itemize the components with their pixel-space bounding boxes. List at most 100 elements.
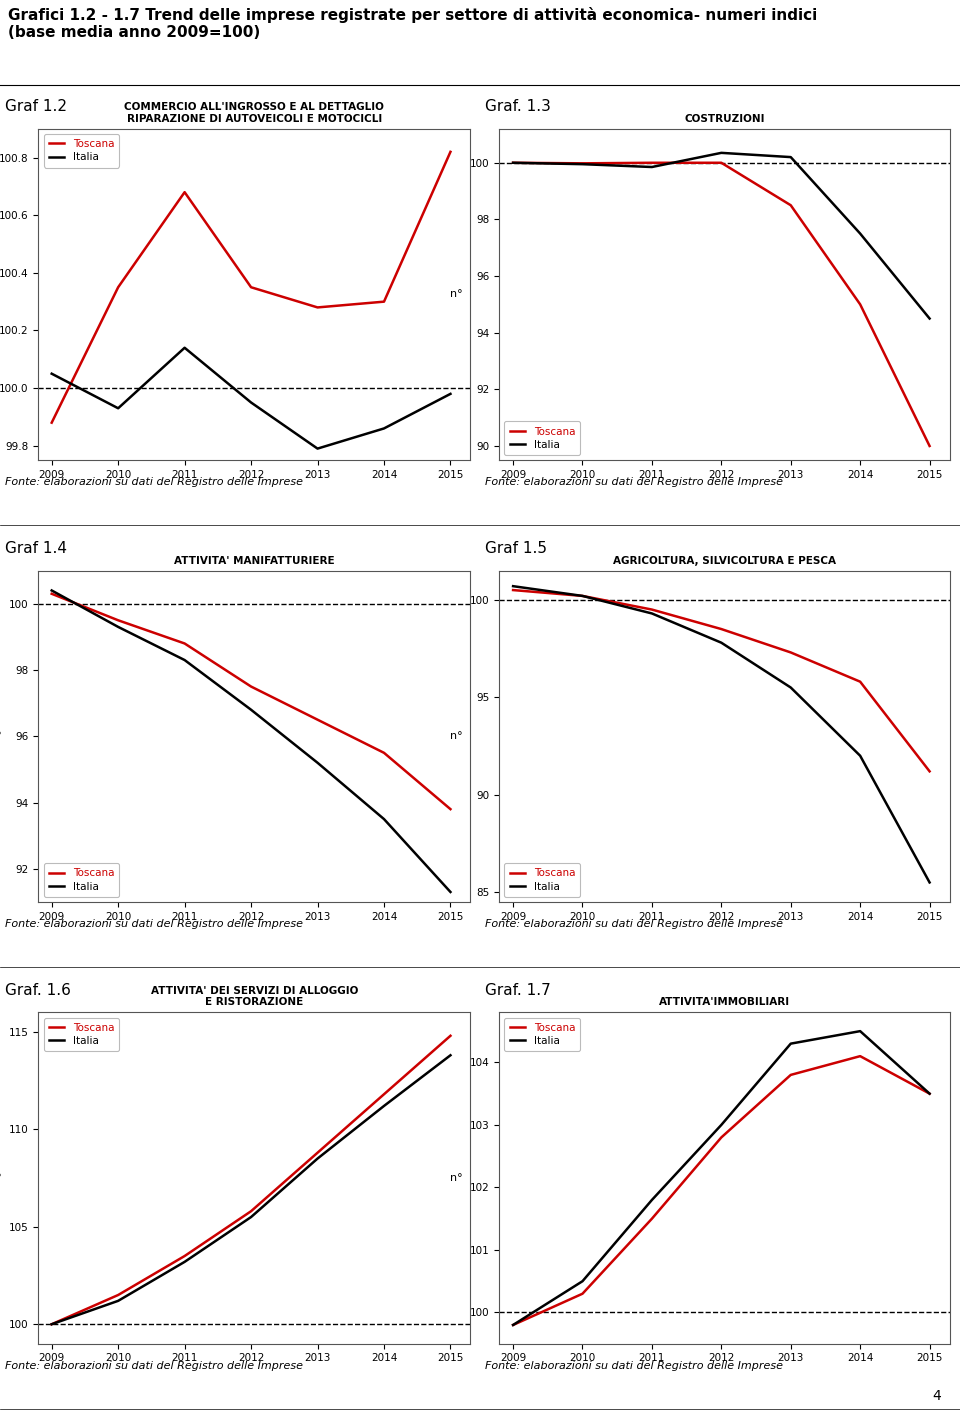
Italia bbox=[854, 226, 866, 243]
Italia bbox=[444, 1046, 456, 1063]
Y-axis label: n°: n° bbox=[449, 732, 463, 742]
Toscana bbox=[46, 415, 58, 431]
Italia bbox=[46, 1316, 58, 1332]
Toscana bbox=[854, 1048, 866, 1065]
Line: Italia: Italia bbox=[513, 152, 929, 319]
Text: 4: 4 bbox=[932, 1389, 941, 1403]
Toscana bbox=[854, 296, 866, 313]
Text: Graf. 1.7: Graf. 1.7 bbox=[485, 983, 550, 998]
Toscana bbox=[646, 1210, 658, 1227]
Italia bbox=[924, 310, 935, 327]
Text: Fonte: elaborazioni su dati del Registro delle Imprese: Fonte: elaborazioni su dati del Registro… bbox=[5, 919, 302, 929]
Toscana bbox=[378, 1086, 390, 1103]
Italia bbox=[179, 651, 190, 668]
Italia bbox=[715, 144, 727, 161]
Italia bbox=[46, 582, 58, 599]
Toscana bbox=[924, 763, 935, 780]
Line: Toscana: Toscana bbox=[52, 594, 450, 809]
Legend: Toscana, Italia: Toscana, Italia bbox=[504, 422, 580, 455]
Italia bbox=[854, 1022, 866, 1039]
Italia bbox=[715, 634, 727, 651]
Text: Graf 1.5: Graf 1.5 bbox=[485, 541, 547, 556]
Italia bbox=[246, 1208, 257, 1225]
Toscana bbox=[646, 154, 658, 171]
Legend: Toscana, Italia: Toscana, Italia bbox=[43, 134, 119, 168]
Line: Toscana: Toscana bbox=[513, 589, 929, 771]
Text: Fonte: elaborazioni su dati del Registro delle Imprese: Fonte: elaborazioni su dati del Registro… bbox=[5, 477, 302, 488]
Toscana bbox=[312, 299, 324, 316]
Text: Graf 1.4: Graf 1.4 bbox=[5, 541, 67, 556]
Toscana bbox=[715, 154, 727, 171]
Italia bbox=[312, 1151, 324, 1167]
Toscana bbox=[924, 1086, 935, 1103]
Italia bbox=[646, 1191, 658, 1208]
Italia bbox=[112, 400, 124, 417]
Text: Fonte: elaborazioni su dati del Registro delle Imprese: Fonte: elaborazioni su dati del Registro… bbox=[485, 919, 782, 929]
Text: Graf. 1.6: Graf. 1.6 bbox=[5, 983, 71, 998]
Toscana bbox=[246, 1203, 257, 1220]
Italia bbox=[507, 154, 518, 171]
Toscana bbox=[444, 1028, 456, 1045]
Italia bbox=[444, 385, 456, 402]
Toscana bbox=[46, 585, 58, 602]
Text: Fonte: elaborazioni su dati del Registro delle Imprese: Fonte: elaborazioni su dati del Registro… bbox=[485, 1361, 782, 1371]
Toscana bbox=[444, 144, 456, 161]
Italia bbox=[785, 680, 797, 697]
Toscana bbox=[646, 601, 658, 618]
Toscana bbox=[577, 588, 588, 605]
Title: ATTIVITA' DEI SERVIZI DI ALLOGGIO
E RISTORAZIONE: ATTIVITA' DEI SERVIZI DI ALLOGGIO E RIST… bbox=[151, 986, 358, 1007]
Toscana bbox=[924, 437, 935, 454]
Italia bbox=[378, 420, 390, 437]
Text: Graf 1.2: Graf 1.2 bbox=[5, 99, 67, 114]
Toscana bbox=[246, 279, 257, 296]
Text: Graf. 1.3: Graf. 1.3 bbox=[485, 99, 551, 114]
Italia bbox=[507, 1317, 518, 1334]
Toscana bbox=[507, 581, 518, 598]
Title: ATTIVITA'IMMOBILIARI: ATTIVITA'IMMOBILIARI bbox=[660, 997, 790, 1007]
Toscana bbox=[179, 183, 190, 200]
Toscana bbox=[854, 673, 866, 689]
Italia bbox=[46, 365, 58, 382]
Toscana bbox=[577, 1286, 588, 1303]
Toscana bbox=[246, 678, 257, 695]
Italia bbox=[312, 754, 324, 771]
Line: Toscana: Toscana bbox=[513, 1056, 929, 1325]
Toscana bbox=[577, 155, 588, 172]
Title: AGRICOLTURA, SILVICOLTURA E PESCA: AGRICOLTURA, SILVICOLTURA E PESCA bbox=[613, 556, 836, 565]
Toscana bbox=[378, 293, 390, 310]
Toscana bbox=[46, 1316, 58, 1332]
Line: Italia: Italia bbox=[52, 1055, 450, 1324]
Line: Toscana: Toscana bbox=[52, 152, 450, 423]
Toscana bbox=[112, 279, 124, 296]
Toscana bbox=[507, 154, 518, 171]
Toscana bbox=[785, 644, 797, 661]
Italia bbox=[577, 1273, 588, 1290]
Italia bbox=[924, 874, 935, 891]
Toscana bbox=[312, 1145, 324, 1162]
Text: Grafici 1.2 - 1.7 Trend delle imprese registrate per settore di attività economi: Grafici 1.2 - 1.7 Trend delle imprese re… bbox=[8, 7, 817, 41]
Legend: Toscana, Italia: Toscana, Italia bbox=[504, 863, 580, 897]
Line: Italia: Italia bbox=[513, 587, 929, 883]
Y-axis label: n°: n° bbox=[0, 732, 2, 742]
Italia bbox=[854, 747, 866, 764]
Line: Italia: Italia bbox=[513, 1031, 929, 1325]
Italia bbox=[577, 155, 588, 172]
Italia bbox=[785, 148, 797, 165]
Line: Italia: Italia bbox=[52, 591, 450, 893]
Toscana bbox=[179, 634, 190, 651]
Italia bbox=[577, 588, 588, 605]
Italia bbox=[785, 1035, 797, 1052]
Line: Toscana: Toscana bbox=[52, 1036, 450, 1324]
Toscana bbox=[507, 1317, 518, 1334]
Italia bbox=[646, 158, 658, 175]
Title: ATTIVITA' MANIFATTURIERE: ATTIVITA' MANIFATTURIERE bbox=[174, 556, 335, 565]
Italia bbox=[112, 1293, 124, 1310]
Legend: Toscana, Italia: Toscana, Italia bbox=[43, 863, 119, 897]
Y-axis label: n°: n° bbox=[0, 1173, 1, 1183]
Italia bbox=[246, 701, 257, 718]
Toscana bbox=[378, 744, 390, 761]
Y-axis label: n°: n° bbox=[449, 289, 463, 299]
Italia bbox=[179, 340, 190, 357]
Toscana bbox=[179, 1248, 190, 1265]
Italia bbox=[312, 440, 324, 457]
